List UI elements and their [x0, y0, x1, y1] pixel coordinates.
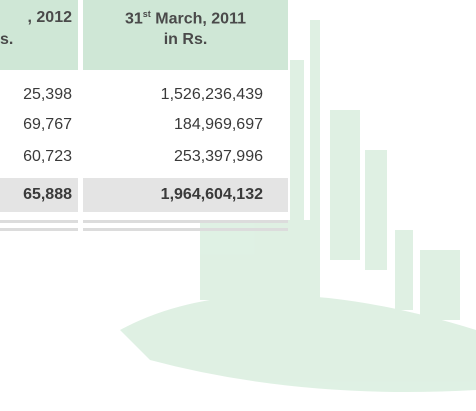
rule: [83, 220, 288, 223]
rule: [0, 220, 78, 223]
total-row: [0, 178, 78, 212]
cell: 253,397,996: [174, 148, 263, 165]
rule: [0, 228, 78, 231]
cell: 25,398: [23, 86, 72, 103]
superscript: st: [142, 9, 151, 19]
header-cell: [0, 0, 78, 70]
header-text: , 2012: [27, 9, 72, 26]
header-cell: [83, 0, 288, 70]
cell: 1,964,604,132: [160, 186, 263, 203]
rule: [83, 228, 288, 231]
cell: 184,969,697: [174, 116, 263, 133]
cell: 1,526,236,439: [160, 86, 263, 103]
cell: 60,723: [23, 148, 72, 165]
header-text: March, 2011: [150, 10, 246, 28]
total-row: [83, 178, 288, 212]
header-text: s.: [0, 31, 14, 48]
header-text: 31st March, 2011: [83, 9, 288, 28]
header-text: 31: [125, 10, 143, 28]
cell: 65,888: [23, 186, 72, 203]
cell: 69,767: [23, 116, 72, 133]
header-text: in Rs.: [163, 31, 208, 48]
